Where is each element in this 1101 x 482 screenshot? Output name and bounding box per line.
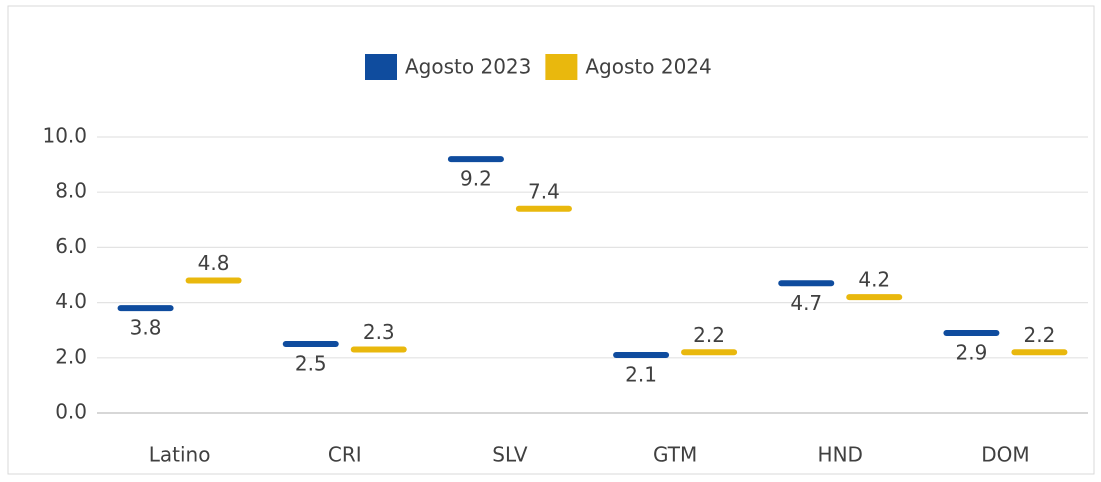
legend-label: Agosto 2023 xyxy=(405,55,531,79)
chart-frame xyxy=(7,5,1095,475)
y-tick-label: 2.0 xyxy=(55,344,87,368)
y-tick-label: 0.0 xyxy=(55,400,87,424)
data-label: 2.2 xyxy=(693,323,725,347)
data-label: 4.8 xyxy=(198,251,230,275)
data-label: 2.2 xyxy=(1024,323,1056,347)
data-label: 2.5 xyxy=(295,352,327,376)
data-label: 9.2 xyxy=(460,167,492,191)
y-tick-label: 6.0 xyxy=(55,234,87,258)
data-label: 2.1 xyxy=(625,363,657,387)
data-label: 2.3 xyxy=(363,320,395,344)
legend-label: Agosto 2024 xyxy=(585,55,711,79)
x-tick-label: GTM xyxy=(653,443,697,467)
data-label: 2.9 xyxy=(956,340,988,364)
y-tick-label: 8.0 xyxy=(55,179,87,203)
data-label: 3.8 xyxy=(130,316,162,340)
legend-swatch xyxy=(365,54,397,80)
legend-swatch xyxy=(545,54,578,80)
x-tick-label: HND xyxy=(818,443,863,467)
x-tick-label: SLV xyxy=(492,443,528,467)
x-tick-label: Latino xyxy=(149,443,211,467)
x-tick-label: DOM xyxy=(981,443,1029,467)
y-tick-label: 10.0 xyxy=(42,124,87,148)
x-tick-label: CRI xyxy=(328,443,362,467)
data-label: 4.7 xyxy=(790,291,822,315)
data-label: 7.4 xyxy=(528,179,560,203)
y-tick-label: 4.0 xyxy=(55,289,87,313)
data-label: 4.2 xyxy=(858,268,890,292)
